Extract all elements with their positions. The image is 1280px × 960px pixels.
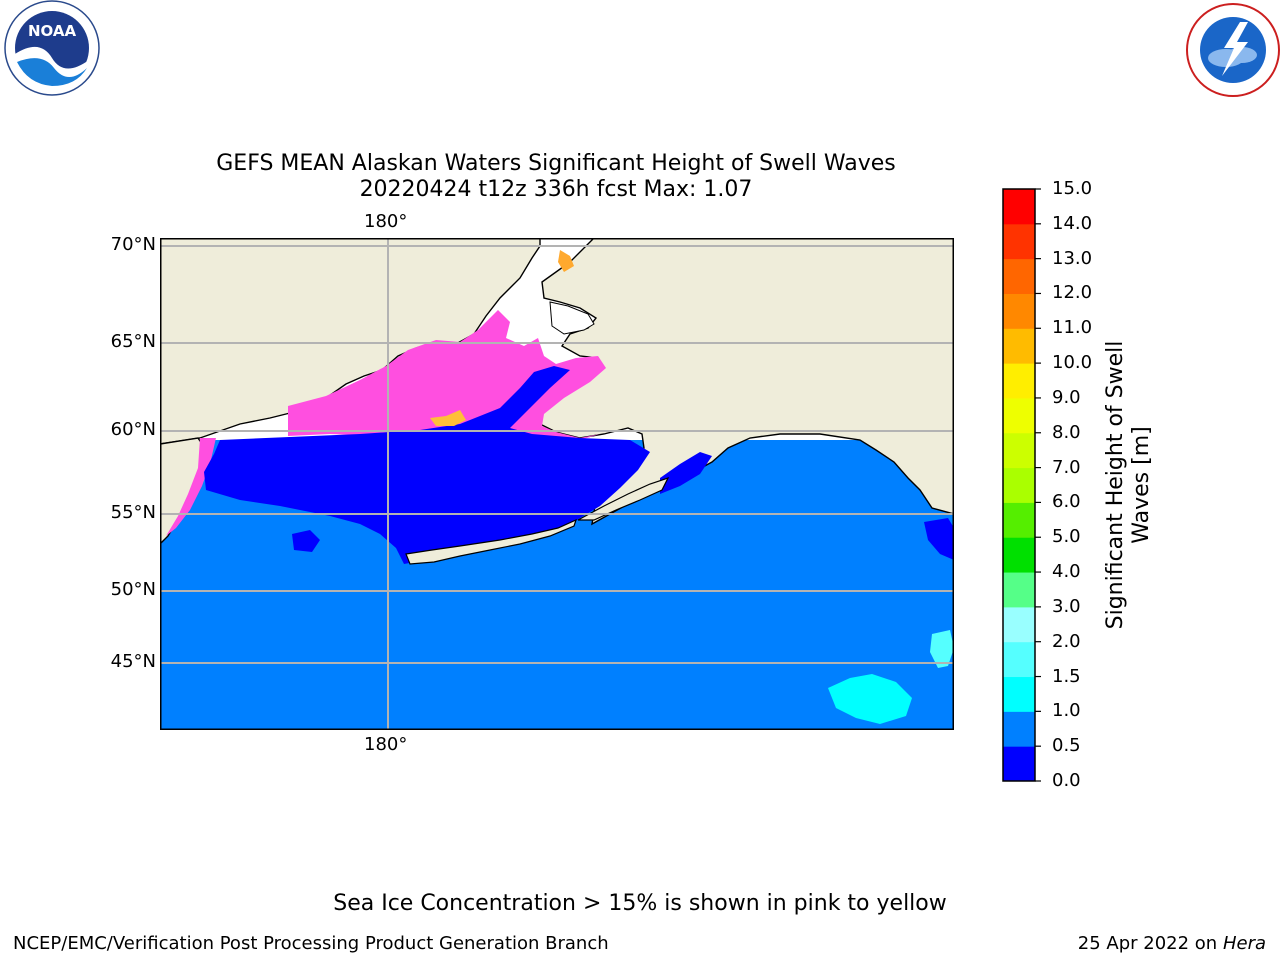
footer-host: Hera bbox=[1222, 933, 1266, 954]
colorbar-tick-label: 0.5 bbox=[1052, 735, 1081, 757]
lat-label-50n: 50°N bbox=[110, 579, 156, 600]
footer-date: 25 Apr 2022 on Hera bbox=[1078, 933, 1266, 954]
sea-ice-note: Sea Ice Concentration > 15% is shown in … bbox=[333, 891, 947, 916]
graticule bbox=[160, 238, 954, 730]
swell-patch-cyan-2 bbox=[930, 630, 954, 668]
aleutian-islands bbox=[405, 518, 577, 565]
title-line-2: 20220424 t12z 336h fcst Max: 1.07 bbox=[359, 177, 753, 202]
lat-label-65n: 65°N bbox=[110, 331, 156, 352]
colorbar-tick-label: 8.0 bbox=[1052, 421, 1081, 443]
colorbar-tick-label: 7.0 bbox=[1052, 456, 1081, 478]
footer-credit: NCEP/EMC/Verification Post Processing Pr… bbox=[13, 933, 609, 954]
colorbar-band bbox=[1003, 537, 1035, 573]
colorbar-band bbox=[1003, 641, 1035, 678]
swell-height-map bbox=[160, 238, 954, 730]
colorbar-band bbox=[1003, 467, 1035, 503]
colorbar-title-line-2: Waves [m] bbox=[1129, 426, 1154, 544]
low-swell-gulf bbox=[660, 452, 712, 494]
colorbar-tick-label: 3.0 bbox=[1052, 595, 1081, 617]
colorbar-band bbox=[1003, 328, 1035, 364]
colorbar-band bbox=[1003, 258, 1035, 294]
norton-sound bbox=[549, 301, 595, 335]
noaa-logo: NOAA bbox=[4, 0, 100, 96]
ice-edge-orange bbox=[558, 250, 574, 272]
lat-label-70n: 70°N bbox=[110, 234, 156, 255]
colorbar-band bbox=[1003, 572, 1035, 608]
colorbar-tick-label: 11.0 bbox=[1052, 317, 1093, 339]
colorbar-tick-label: 4.0 bbox=[1052, 561, 1081, 583]
colorbar-tick-label: 0.0 bbox=[1052, 770, 1081, 791]
footer-date-text: 25 Apr 2022 on bbox=[1077, 933, 1218, 954]
colorbar-tick-label: 12.0 bbox=[1052, 282, 1093, 304]
low-swell-southeast bbox=[924, 518, 954, 560]
colorbar-tick-label: 1.0 bbox=[1052, 700, 1081, 722]
lat-label-55n: 55°N bbox=[110, 502, 156, 523]
colorbar-band bbox=[1003, 189, 1035, 225]
noaa-logo-text: NOAA bbox=[28, 22, 77, 40]
colorbar-tick-label: 2.0 bbox=[1052, 630, 1081, 652]
colorbar-title-line-1: Significant Height of Swell bbox=[1103, 340, 1128, 630]
lon-label-bottom: 180° bbox=[364, 734, 408, 755]
colorbar-tick-label: 15.0 bbox=[1052, 178, 1093, 199]
colorbar-band bbox=[1003, 363, 1035, 399]
colorbar-tick-label: 10.0 bbox=[1052, 352, 1093, 374]
map-frame bbox=[160, 238, 954, 730]
colorbar-tick-label: 6.0 bbox=[1052, 491, 1081, 513]
colorbar-band bbox=[1003, 746, 1035, 782]
colorbar-tick-label: 9.0 bbox=[1052, 386, 1081, 408]
colorbar-title: Significant Height of Swell Waves [m] bbox=[1103, 341, 1155, 630]
colorbar bbox=[1002, 188, 1041, 782]
colorbar-tick-label: 5.0 bbox=[1052, 526, 1081, 548]
colorbar-tick-label: 1.5 bbox=[1052, 665, 1081, 687]
colorbar-tick-label: 13.0 bbox=[1052, 247, 1093, 269]
colorbar-band bbox=[1003, 676, 1035, 712]
colorbar-band bbox=[1003, 606, 1035, 643]
title-line-1: GEFS MEAN Alaskan Waters Significant Hei… bbox=[216, 151, 896, 176]
colorbar-band bbox=[1003, 397, 1035, 434]
swell-patch-cyan-1 bbox=[828, 674, 912, 724]
colorbar-band bbox=[1003, 293, 1035, 329]
low-swell-island bbox=[292, 530, 320, 552]
lat-label-60n: 60°N bbox=[110, 419, 156, 440]
colorbar-band bbox=[1003, 711, 1035, 747]
ice-edge-yellow bbox=[430, 410, 466, 426]
lat-label-45n: 45°N bbox=[110, 651, 156, 672]
nws-logo bbox=[1186, 3, 1280, 97]
colorbar-tick-label: 14.0 bbox=[1052, 212, 1093, 234]
colorbar-band bbox=[1003, 502, 1035, 538]
colorbar-band bbox=[1003, 432, 1035, 469]
lon-label-top: 180° bbox=[364, 211, 408, 232]
sea-ice-kamchatka bbox=[166, 438, 216, 536]
colorbar-band bbox=[1003, 223, 1035, 260]
